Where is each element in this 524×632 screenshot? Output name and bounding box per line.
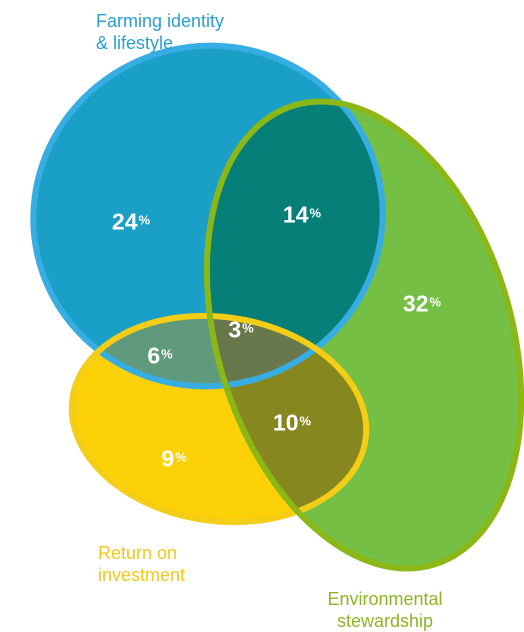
- value-farming-environment: 14%: [283, 201, 321, 228]
- value-number: 24: [111, 208, 138, 235]
- value-number: 14: [282, 201, 309, 228]
- value-number: 6: [147, 342, 161, 369]
- farming-identity-label: Farming identity & lifestyle: [96, 10, 224, 54]
- value-number: 10: [272, 409, 299, 436]
- value-roi-only: 9%: [161, 445, 186, 472]
- roi-label-line1: Return on: [98, 543, 178, 563]
- value-farming-roi: 6%: [147, 342, 172, 369]
- farming-outline: [30, 42, 386, 390]
- farming-label-line1: Farming identity: [96, 11, 225, 31]
- percent-sign: %: [175, 449, 187, 465]
- value-all-three: 3%: [228, 316, 253, 343]
- roi-outline: [68, 312, 370, 526]
- percent-sign: %: [309, 205, 322, 221]
- value-number: 3: [228, 316, 242, 343]
- env-label-line2: stewardship: [336, 611, 434, 631]
- percent-sign: %: [299, 413, 312, 429]
- percent-sign: %: [429, 294, 442, 310]
- environment-outline: [203, 98, 524, 572]
- return-on-investment-label: Return on investment: [98, 542, 185, 586]
- value-environment-only: 32%: [403, 290, 441, 317]
- environmental-stewardship-label: Environmental stewardship: [300, 588, 470, 632]
- percent-sign: %: [161, 346, 173, 362]
- env-label-line1: Environmental: [327, 589, 443, 609]
- farming-label-line2: & lifestyle: [96, 33, 174, 53]
- roi-label-line2: investment: [98, 565, 186, 585]
- value-number: 32: [402, 290, 429, 317]
- value-environment-roi: 10%: [273, 409, 311, 436]
- value-farming-only: 24%: [112, 208, 150, 235]
- percent-sign: %: [138, 212, 151, 228]
- percent-sign: %: [242, 320, 254, 336]
- value-number: 9: [161, 445, 175, 472]
